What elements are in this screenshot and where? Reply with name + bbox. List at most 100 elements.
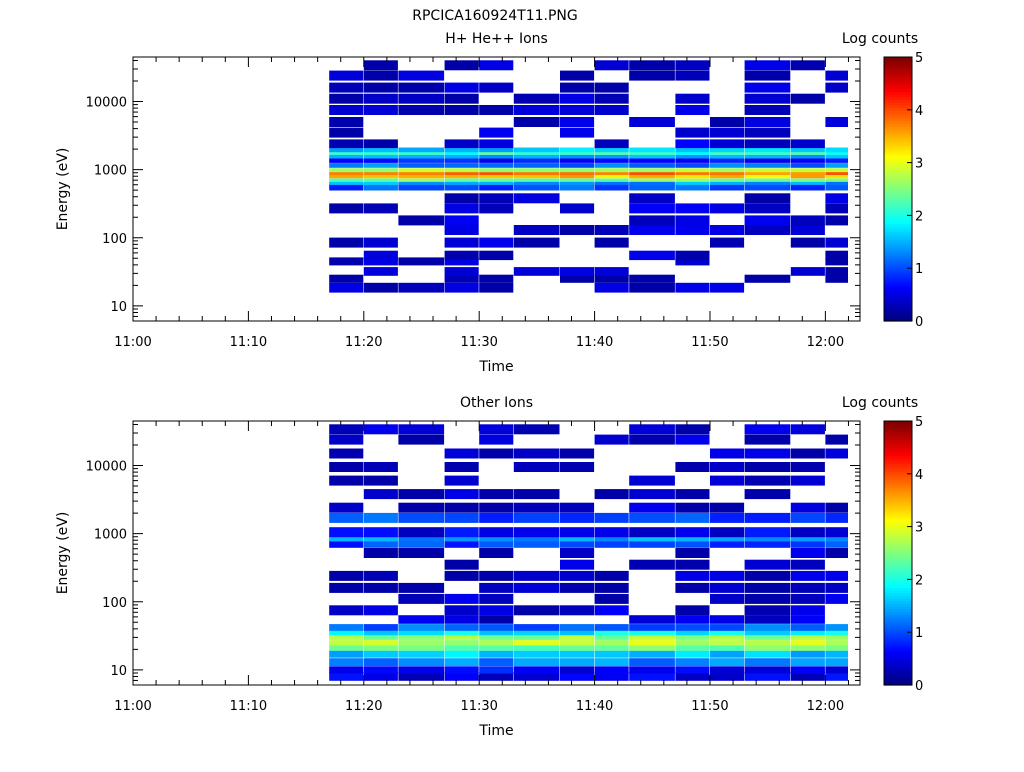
- heatmap-cell: [479, 570, 514, 581]
- heatmap-cell: [825, 82, 848, 93]
- heatmap-cell: [363, 147, 398, 153]
- colorbar-swatch: [884, 629, 912, 633]
- heatmap-cell: [329, 181, 364, 185]
- heatmap-cell: [744, 630, 791, 636]
- heatmap-cell: [444, 559, 479, 570]
- heatmap-cell: [444, 225, 479, 235]
- heatmap-cell: [825, 147, 848, 153]
- heatmap-cell: [329, 502, 364, 513]
- colorbar-swatch: [884, 265, 912, 269]
- heatmap-cell: [398, 434, 445, 445]
- y-tick-label: 10000: [86, 96, 127, 111]
- colorbar-swatch: [884, 315, 912, 319]
- heatmap-cell: [398, 154, 445, 159]
- heatmap-cell: [479, 127, 514, 138]
- heatmap-cells: [329, 60, 848, 293]
- heatmap-cell: [825, 624, 848, 631]
- colorbar-swatch: [884, 589, 912, 594]
- heatmap-cell: [629, 634, 675, 640]
- heatmap-cell: [398, 666, 445, 674]
- heatmap-cell: [825, 650, 848, 658]
- colorbar-swatch: [884, 260, 912, 264]
- heatmap-cell: [398, 282, 445, 293]
- heatmap-cell: [710, 512, 745, 523]
- heatmap-cell: [560, 178, 595, 182]
- heatmap-cell: [513, 502, 560, 513]
- heatmap-cell: [363, 267, 398, 276]
- heatmap-cell: [329, 282, 364, 293]
- x-tick-label: 11:30: [460, 335, 497, 350]
- colorbar-swatch: [884, 563, 912, 567]
- heatmap-cell: [825, 535, 848, 542]
- colorbar-swatch: [884, 560, 912, 565]
- colorbar-swatch: [884, 247, 912, 251]
- heatmap-cell: [363, 462, 398, 472]
- colorbar-swatch: [884, 558, 912, 562]
- heatmap-cell: [825, 163, 848, 168]
- colorbar-swatch: [884, 539, 912, 544]
- heatmap-cell: [675, 282, 710, 293]
- heatmap-cell: [675, 640, 710, 646]
- colorbar-swatch: [884, 547, 912, 551]
- colorbar-swatch: [884, 207, 912, 211]
- heatmap-cell: [825, 672, 848, 681]
- heatmap-cell: [363, 489, 398, 500]
- heatmap-cell: [744, 615, 791, 624]
- heatmap-cell: [790, 171, 825, 175]
- colorbar-swatch: [884, 450, 912, 454]
- heatmap-cell: [444, 163, 479, 168]
- heatmap-cell: [825, 117, 848, 127]
- colorbar-swatch: [884, 75, 912, 79]
- heatmap-cell: [744, 163, 791, 168]
- colorbar-swatch: [884, 104, 912, 108]
- colorbar-swatch: [884, 479, 912, 483]
- colorbar-tick-label: 3: [915, 157, 923, 172]
- colorbar-swatch: [884, 181, 912, 185]
- colorbar-swatch: [884, 655, 912, 660]
- colorbar-swatch: [884, 447, 912, 451]
- heatmap-cell: [594, 158, 629, 163]
- colorbar-swatch: [884, 117, 912, 121]
- heatmap-cell: [710, 570, 745, 581]
- heatmap-cell: [790, 225, 825, 235]
- colorbar-swatch: [884, 587, 912, 591]
- heatmap-cell: [560, 127, 595, 138]
- y-tick-label: 100: [102, 232, 127, 247]
- heatmap-cell: [513, 424, 560, 435]
- heatmap-cell: [629, 672, 675, 681]
- colorbar-swatch: [884, 619, 912, 623]
- heatmap-cell: [744, 605, 791, 616]
- heatmap-cell: [710, 630, 745, 636]
- heatmap-cell: [398, 163, 445, 168]
- heatmap-cell: [479, 154, 514, 159]
- heatmap-cell: [675, 540, 710, 548]
- heatmap-cell: [675, 527, 710, 538]
- heatmap-cell: [560, 512, 595, 523]
- heatmap-cell: [629, 630, 675, 636]
- heatmap-cell: [675, 434, 710, 445]
- colorbar-swatch: [884, 291, 912, 296]
- heatmap-cell: [398, 540, 445, 548]
- heatmap-cell: [398, 489, 445, 500]
- colorbar-tick-label: 0: [915, 315, 923, 330]
- colorbar-swatch: [884, 115, 912, 119]
- heatmap-cell: [744, 174, 791, 179]
- heatmap-cell: [479, 424, 514, 435]
- colorbar-swatch: [884, 159, 912, 164]
- colorbar-swatch: [884, 550, 912, 554]
- heatmap-cell: [710, 462, 745, 472]
- heatmap-cell: [790, 475, 825, 486]
- heatmap-cell: [710, 203, 745, 214]
- heatmap-cell: [744, 650, 791, 658]
- colorbar-swatch: [884, 632, 912, 636]
- colorbar-swatch: [884, 218, 912, 222]
- y-tick-label: 100: [102, 596, 127, 611]
- colorbar-swatch: [884, 215, 912, 219]
- heatmap-cell: [560, 634, 595, 640]
- heatmap-cell: [675, 158, 710, 163]
- heatmap-cell: [329, 70, 364, 81]
- heatmap-cell: [444, 215, 479, 226]
- x-tick-label: 11:40: [576, 335, 613, 350]
- heatmap-cell: [513, 154, 560, 159]
- heatmap-cell: [444, 462, 479, 472]
